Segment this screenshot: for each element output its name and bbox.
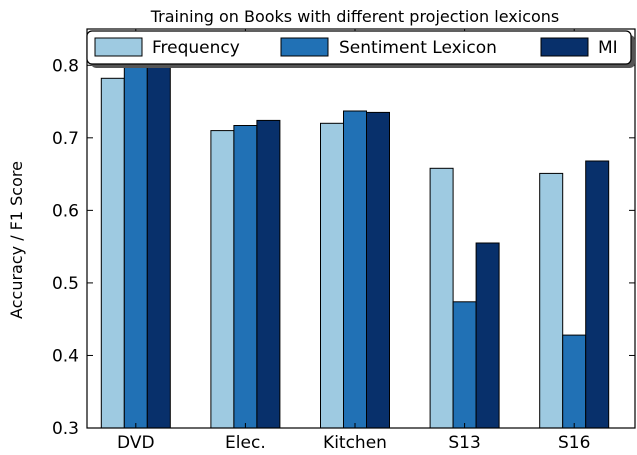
y-tick-label: 0.3 — [52, 419, 79, 439]
bar-dvd-frequency — [100, 77, 125, 429]
legend-swatch-sentiment-lexicon — [280, 37, 329, 57]
y-tick-label: 0.7 — [52, 129, 79, 149]
bar-elec-frequency — [210, 130, 235, 429]
y-tick-label: 0.5 — [52, 274, 79, 294]
chart-title: Training on Books with different project… — [150, 7, 560, 26]
y-tick-label: 0.8 — [52, 56, 79, 76]
legend-label-mi: MI — [598, 38, 618, 58]
bar-elec-sentiment-lexicon — [233, 125, 258, 429]
bar-dvd-sentiment-lexicon — [123, 57, 148, 429]
legend-label-sentiment-lexicon: Sentiment Lexicon — [339, 38, 497, 58]
bar-s16-sentiment-lexicon — [562, 334, 587, 429]
bar-s16-frequency — [539, 172, 564, 429]
y-tick-label: 0.6 — [52, 201, 79, 221]
x-tick-label: S13 — [448, 433, 480, 453]
bar-kitchen-frequency — [320, 122, 344, 429]
bar-s13-sentiment-lexicon — [452, 301, 477, 429]
bar-s13-frequency — [429, 167, 454, 429]
bar-s16-mi — [585, 160, 610, 429]
axes-group: DVD Elec. Kitchen S13 S16 0.3 0.4 0.5 0.6 0.7 0.8 — [52, 28, 636, 453]
legend-label-frequency: Frequency — [152, 38, 240, 58]
plot-frame — [86, 28, 636, 429]
x-tick-label: DVD — [117, 433, 155, 453]
x-tick-label: Elec. — [225, 433, 266, 453]
bar-kitchen-sentiment-lexicon — [343, 110, 367, 429]
legend-swatch-mi — [540, 37, 589, 57]
x-tick-label: Kitchen — [323, 433, 387, 453]
y-tick-label: 0.4 — [52, 346, 79, 366]
bar-elec-mi — [256, 119, 281, 429]
bar-dvd-mi — [146, 61, 171, 429]
bars-group — [100, 57, 610, 429]
legend: Frequency Sentiment Lexicon MI — [86, 30, 635, 68]
y-axis-label: Accuracy / F1 Score — [7, 161, 26, 319]
bar-kitchen-mi — [366, 111, 390, 429]
legend-box — [86, 30, 632, 65]
x-tick-label: S16 — [558, 433, 590, 453]
legend-swatch-frequency — [94, 37, 143, 57]
bar-s13-mi — [475, 242, 500, 429]
